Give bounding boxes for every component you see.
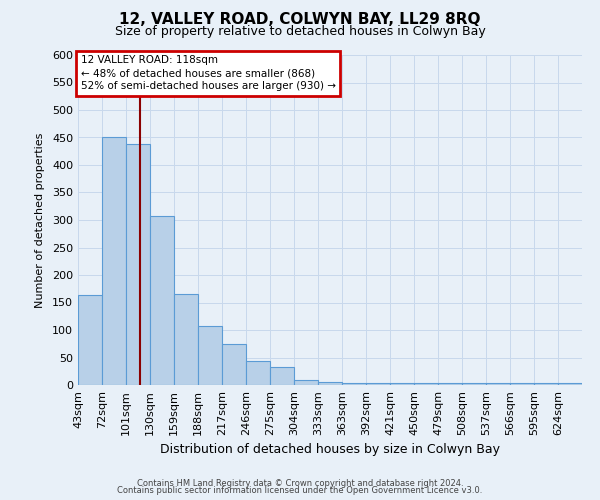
Bar bbox=[534, 384, 558, 385]
Bar bbox=[438, 384, 462, 385]
Bar bbox=[366, 384, 390, 385]
Bar bbox=[342, 384, 366, 385]
Text: 12, VALLEY ROAD, COLWYN BAY, LL29 8RQ: 12, VALLEY ROAD, COLWYN BAY, LL29 8RQ bbox=[119, 12, 481, 28]
Bar bbox=[558, 384, 582, 385]
Bar bbox=[150, 216, 174, 385]
Bar bbox=[102, 138, 126, 385]
Bar bbox=[462, 384, 486, 385]
X-axis label: Distribution of detached houses by size in Colwyn Bay: Distribution of detached houses by size … bbox=[160, 444, 500, 456]
Text: 12 VALLEY ROAD: 118sqm
← 48% of detached houses are smaller (868)
52% of semi-de: 12 VALLEY ROAD: 118sqm ← 48% of detached… bbox=[80, 55, 335, 92]
Bar bbox=[510, 384, 534, 385]
Bar bbox=[294, 380, 318, 385]
Bar bbox=[414, 384, 438, 385]
Bar bbox=[318, 382, 342, 385]
Y-axis label: Number of detached properties: Number of detached properties bbox=[35, 132, 45, 308]
Text: Size of property relative to detached houses in Colwyn Bay: Size of property relative to detached ho… bbox=[115, 25, 485, 38]
Text: Contains HM Land Registry data © Crown copyright and database right 2024.: Contains HM Land Registry data © Crown c… bbox=[137, 478, 463, 488]
Text: Contains public sector information licensed under the Open Government Licence v3: Contains public sector information licen… bbox=[118, 486, 482, 495]
Bar bbox=[126, 144, 150, 385]
Bar bbox=[270, 367, 294, 385]
Bar bbox=[198, 326, 222, 385]
Bar bbox=[246, 361, 270, 385]
Bar bbox=[486, 384, 510, 385]
Bar bbox=[390, 384, 414, 385]
Bar bbox=[222, 344, 246, 385]
Bar bbox=[78, 296, 102, 385]
Bar bbox=[174, 294, 198, 385]
